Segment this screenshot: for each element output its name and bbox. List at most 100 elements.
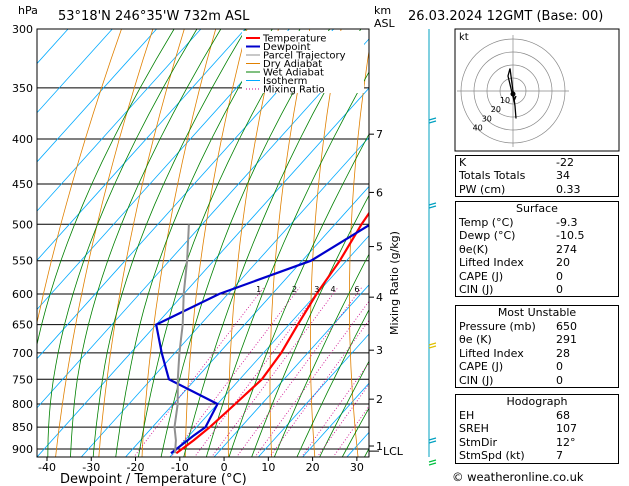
surface-dewp-label: Dewp (°C)	[459, 229, 516, 243]
pressure-tick-label: 350	[12, 82, 33, 95]
mu-thetae-label: θe (K)	[459, 333, 492, 347]
mu-pressure-label: Pressure (mb)	[459, 320, 536, 333]
surface-dewp-value: -10.5	[556, 229, 585, 243]
wet-adiabat-line	[160, 29, 330, 457]
wet-adiabat-line	[92, 29, 247, 457]
mixing-ratio-label: 4	[331, 285, 336, 294]
hodograph-trace	[507, 68, 517, 119]
wind-barb	[428, 120, 437, 124]
isotherm-line	[37, 29, 246, 261]
surface-table: Surface Temp (°C) -9.3 Dewp (°C) -10.5 θe(…	[455, 201, 619, 298]
wind-barb	[428, 437, 437, 441]
dry-adiabat-line	[141, 29, 217, 457]
k-value: -22	[556, 156, 574, 169]
x-tick-label: 30	[350, 461, 364, 474]
pressure-tick-label: 600	[12, 288, 33, 301]
dry-adiabat-line	[55, 29, 154, 457]
dry-adiabat-line	[349, 48, 369, 457]
mixing-ratio-label: 2	[292, 285, 297, 294]
mu-cape-value: 0	[556, 360, 563, 374]
wet-adiabat-line	[341, 407, 369, 457]
mu-pressure-value: 650	[556, 320, 577, 333]
km-tick-label: 4	[376, 291, 383, 304]
mu-cin-label: CIN (J)	[459, 373, 494, 387]
asl-label: ASL	[374, 17, 396, 30]
copyright-text: © weatheronline.co.uk	[452, 470, 584, 484]
legend-label: Dry Adiabat	[263, 59, 322, 70]
mixing-ratio-axis-label: Mixing Ratio (g/kg)	[388, 231, 401, 335]
hodograph-ring-label: 40	[473, 123, 483, 132]
indices-table: K -22 Totals Totals 34 PW (cm) 0.33	[455, 155, 619, 198]
x-axis-label: Dewpoint / Temperature (°C)	[60, 472, 247, 486]
wet-adiabat-line	[205, 71, 369, 457]
wind-barbs	[428, 117, 437, 466]
surface-thetae-value: 274	[556, 242, 577, 256]
km-tick-label: 7	[376, 128, 383, 141]
pressure-tick-label: 650	[12, 319, 33, 332]
wind-barb	[428, 440, 437, 444]
wind-barb	[428, 345, 437, 349]
x-tick-label: 0	[221, 461, 228, 474]
stmspd-value: 7	[556, 449, 563, 463]
hodograph-storm-motion	[510, 91, 516, 97]
dry-adiabat-line	[227, 29, 279, 457]
most-unstable-title: Most Unstable	[497, 306, 577, 319]
series-temperature	[175, 211, 369, 455]
wet-adiabat-line	[273, 253, 369, 457]
surface-temp-label: Temp (°C)	[459, 216, 514, 229]
mixing-ratio-line	[254, 300, 369, 457]
mixing-ratio-label: 6	[354, 285, 359, 294]
legend-label: Parcel Trajectory	[263, 51, 346, 62]
pressure-tick-label: 500	[12, 218, 33, 231]
isotherm-line	[169, 235, 369, 457]
wind-barb	[428, 342, 437, 346]
wet-adiabat-line	[228, 133, 369, 457]
wind-barb	[428, 205, 437, 209]
plot-frame	[36, 28, 370, 458]
surface-li-label: Lifted Index	[459, 256, 524, 270]
legend-label: Temperature	[262, 34, 326, 45]
isotherm-line	[37, 29, 113, 114]
isotherm-line	[37, 38, 369, 409]
surface-cape-value: 0	[556, 269, 563, 283]
wind-barb	[428, 459, 437, 463]
hodograph-unit-label: kt	[459, 32, 469, 43]
pressure-tick-label: 550	[12, 255, 33, 268]
dry-adiabat-line	[184, 29, 248, 457]
wet-adiabat-line	[47, 29, 198, 457]
k-label: K	[459, 156, 467, 169]
surface-cin-label: CIN (J)	[459, 282, 494, 296]
mixing-ratio-label: 1	[256, 285, 261, 294]
isotherm-line	[213, 284, 369, 457]
eh-value: 68	[556, 409, 570, 422]
legend-label: Isotherm	[263, 76, 307, 87]
background-lines	[37, 29, 629, 470]
wet-adiabat-line	[37, 29, 175, 347]
hpa-label: hPa	[18, 4, 38, 17]
pressure-tick-label: 800	[12, 398, 33, 411]
surface-li-value: 20	[556, 256, 570, 270]
wet-adiabat-line	[115, 29, 273, 457]
isotherm-line	[80, 136, 369, 457]
datetime-title: 26.03.2024 12GMT (Base: 00)	[408, 9, 603, 24]
km-label: km	[374, 4, 391, 17]
x-tick-label: -30	[82, 461, 100, 474]
dry-adiabat-line	[624, 29, 629, 470]
pressure-tick-label: 400	[12, 133, 33, 146]
hodograph-ring-label: 10	[500, 96, 510, 105]
dry-adiabat-line	[424, 29, 447, 470]
wet-adiabat-line	[70, 29, 222, 457]
mu-cin-value: 0	[556, 373, 563, 387]
hodograph-table: Hodograph EH 68 SREH 107 StmDir 12° StmSpd …	[455, 394, 619, 464]
isotherm-line	[37, 29, 69, 65]
pressure-tick-label: 850	[12, 421, 33, 434]
lcl-label: LCL	[383, 445, 404, 458]
legend-label: Wet Adiabat	[263, 68, 324, 79]
axes: 300350400450500550600650700750800850900-…	[12, 23, 404, 474]
mixing-ratio-label: 3	[314, 285, 319, 294]
wind-barb	[428, 117, 437, 121]
mixing-ratio-line	[316, 383, 369, 457]
hodograph-frame	[454, 28, 620, 152]
dry-adiabat-line	[269, 29, 311, 457]
